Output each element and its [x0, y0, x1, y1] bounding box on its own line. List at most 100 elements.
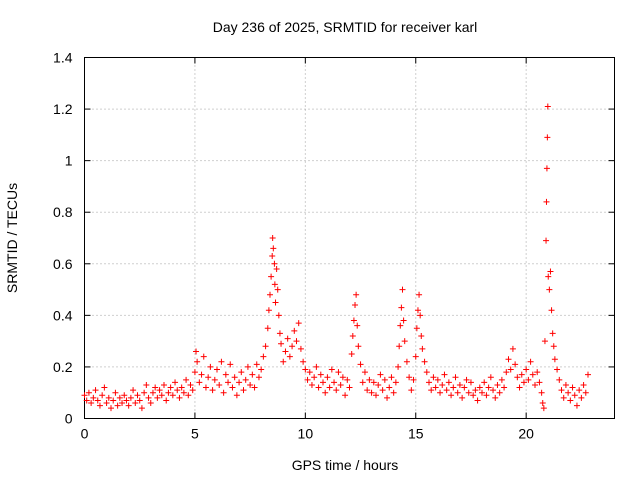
data-point: [403, 358, 410, 365]
data-point: [158, 392, 165, 399]
data-point: [167, 384, 174, 391]
data-point: [249, 371, 256, 378]
data-point: [337, 381, 344, 388]
data-point: [463, 376, 470, 383]
data-point: [119, 400, 126, 407]
data-point: [443, 387, 450, 394]
y-tick-label: 1.2: [53, 101, 73, 117]
data-point: [216, 381, 223, 388]
x-tick-label: 20: [518, 426, 534, 442]
data-point: [291, 327, 298, 334]
data-point: [361, 369, 368, 376]
data-point: [267, 291, 273, 298]
data-point: [227, 361, 234, 368]
data-point: [339, 374, 346, 381]
data-point: [103, 400, 110, 407]
data-point: [384, 394, 391, 401]
data-point: [278, 340, 285, 347]
data-point: [397, 322, 404, 329]
data-point: [185, 392, 192, 399]
data-point: [377, 371, 384, 378]
data-point: [426, 379, 432, 386]
data-point: [134, 392, 141, 399]
data-point: [85, 389, 92, 396]
y-axis-label: SRMTID / TECUs: [4, 183, 20, 293]
data-point: [147, 400, 154, 407]
data-point: [408, 387, 415, 394]
data-point: [544, 134, 551, 141]
data-point: [534, 369, 541, 376]
data-point: [441, 371, 448, 378]
x-tick-label: 5: [191, 426, 199, 442]
data-point: [251, 384, 258, 391]
data-point: [200, 353, 207, 360]
data-point: [317, 371, 324, 378]
data-point: [546, 286, 553, 293]
data-point: [346, 384, 353, 391]
data-point: [130, 387, 137, 394]
data-point: [264, 325, 271, 332]
data-point: [308, 381, 315, 388]
data-point: [83, 397, 90, 404]
data-point: [209, 387, 216, 394]
data-point: [375, 381, 382, 388]
data-point: [293, 338, 300, 345]
data-point: [430, 374, 437, 381]
data-point: [306, 369, 313, 376]
data-point: [456, 381, 463, 388]
data-point: [205, 374, 212, 381]
data-point: [101, 384, 108, 391]
data-point: [326, 384, 333, 391]
data-point: [414, 307, 421, 314]
data-point: [418, 332, 425, 339]
data-point: [222, 371, 229, 378]
data-point: [413, 325, 420, 332]
data-point: [92, 387, 99, 394]
data-point: [165, 389, 172, 396]
data-point: [388, 374, 395, 381]
data-point: [550, 343, 557, 350]
data-point: [156, 387, 163, 394]
data-point: [396, 343, 403, 350]
data-point: [485, 384, 492, 391]
data-point: [121, 392, 128, 399]
data-point: [421, 358, 428, 365]
data-point: [275, 312, 282, 319]
data-point: [398, 304, 405, 311]
data-point: [94, 397, 101, 404]
data-point: [474, 397, 481, 404]
x-axis-label: GPS time / hours: [292, 457, 399, 473]
data-point: [545, 273, 552, 280]
data-point: [196, 379, 203, 386]
data-point: [302, 366, 309, 373]
data-point: [180, 389, 187, 396]
data-point: [573, 402, 580, 409]
data-point: [410, 376, 417, 383]
data-point: [189, 387, 196, 394]
data-point: [178, 384, 185, 391]
data-point: [183, 376, 190, 383]
data-point: [539, 400, 546, 407]
data-point: [354, 322, 361, 329]
data-point: [297, 345, 304, 352]
data-point: [282, 348, 289, 355]
data-point: [344, 376, 351, 383]
y-tick-label: 0.4: [53, 307, 73, 323]
data-point: [174, 387, 181, 394]
data-point: [538, 389, 545, 396]
data-point: [214, 366, 220, 373]
data-point: [225, 379, 232, 386]
data-point: [161, 381, 167, 388]
data-point: [81, 392, 88, 399]
data-point: [507, 366, 514, 373]
data-point: [348, 351, 355, 358]
data-point: [123, 397, 130, 404]
data-point: [364, 387, 371, 394]
data-point: [501, 384, 508, 391]
data-point: [467, 379, 474, 386]
data-point: [518, 371, 525, 378]
data-point: [582, 389, 589, 396]
data-point: [554, 366, 561, 373]
y-tick-label: 1.4: [53, 50, 73, 66]
data-point: [163, 397, 170, 404]
